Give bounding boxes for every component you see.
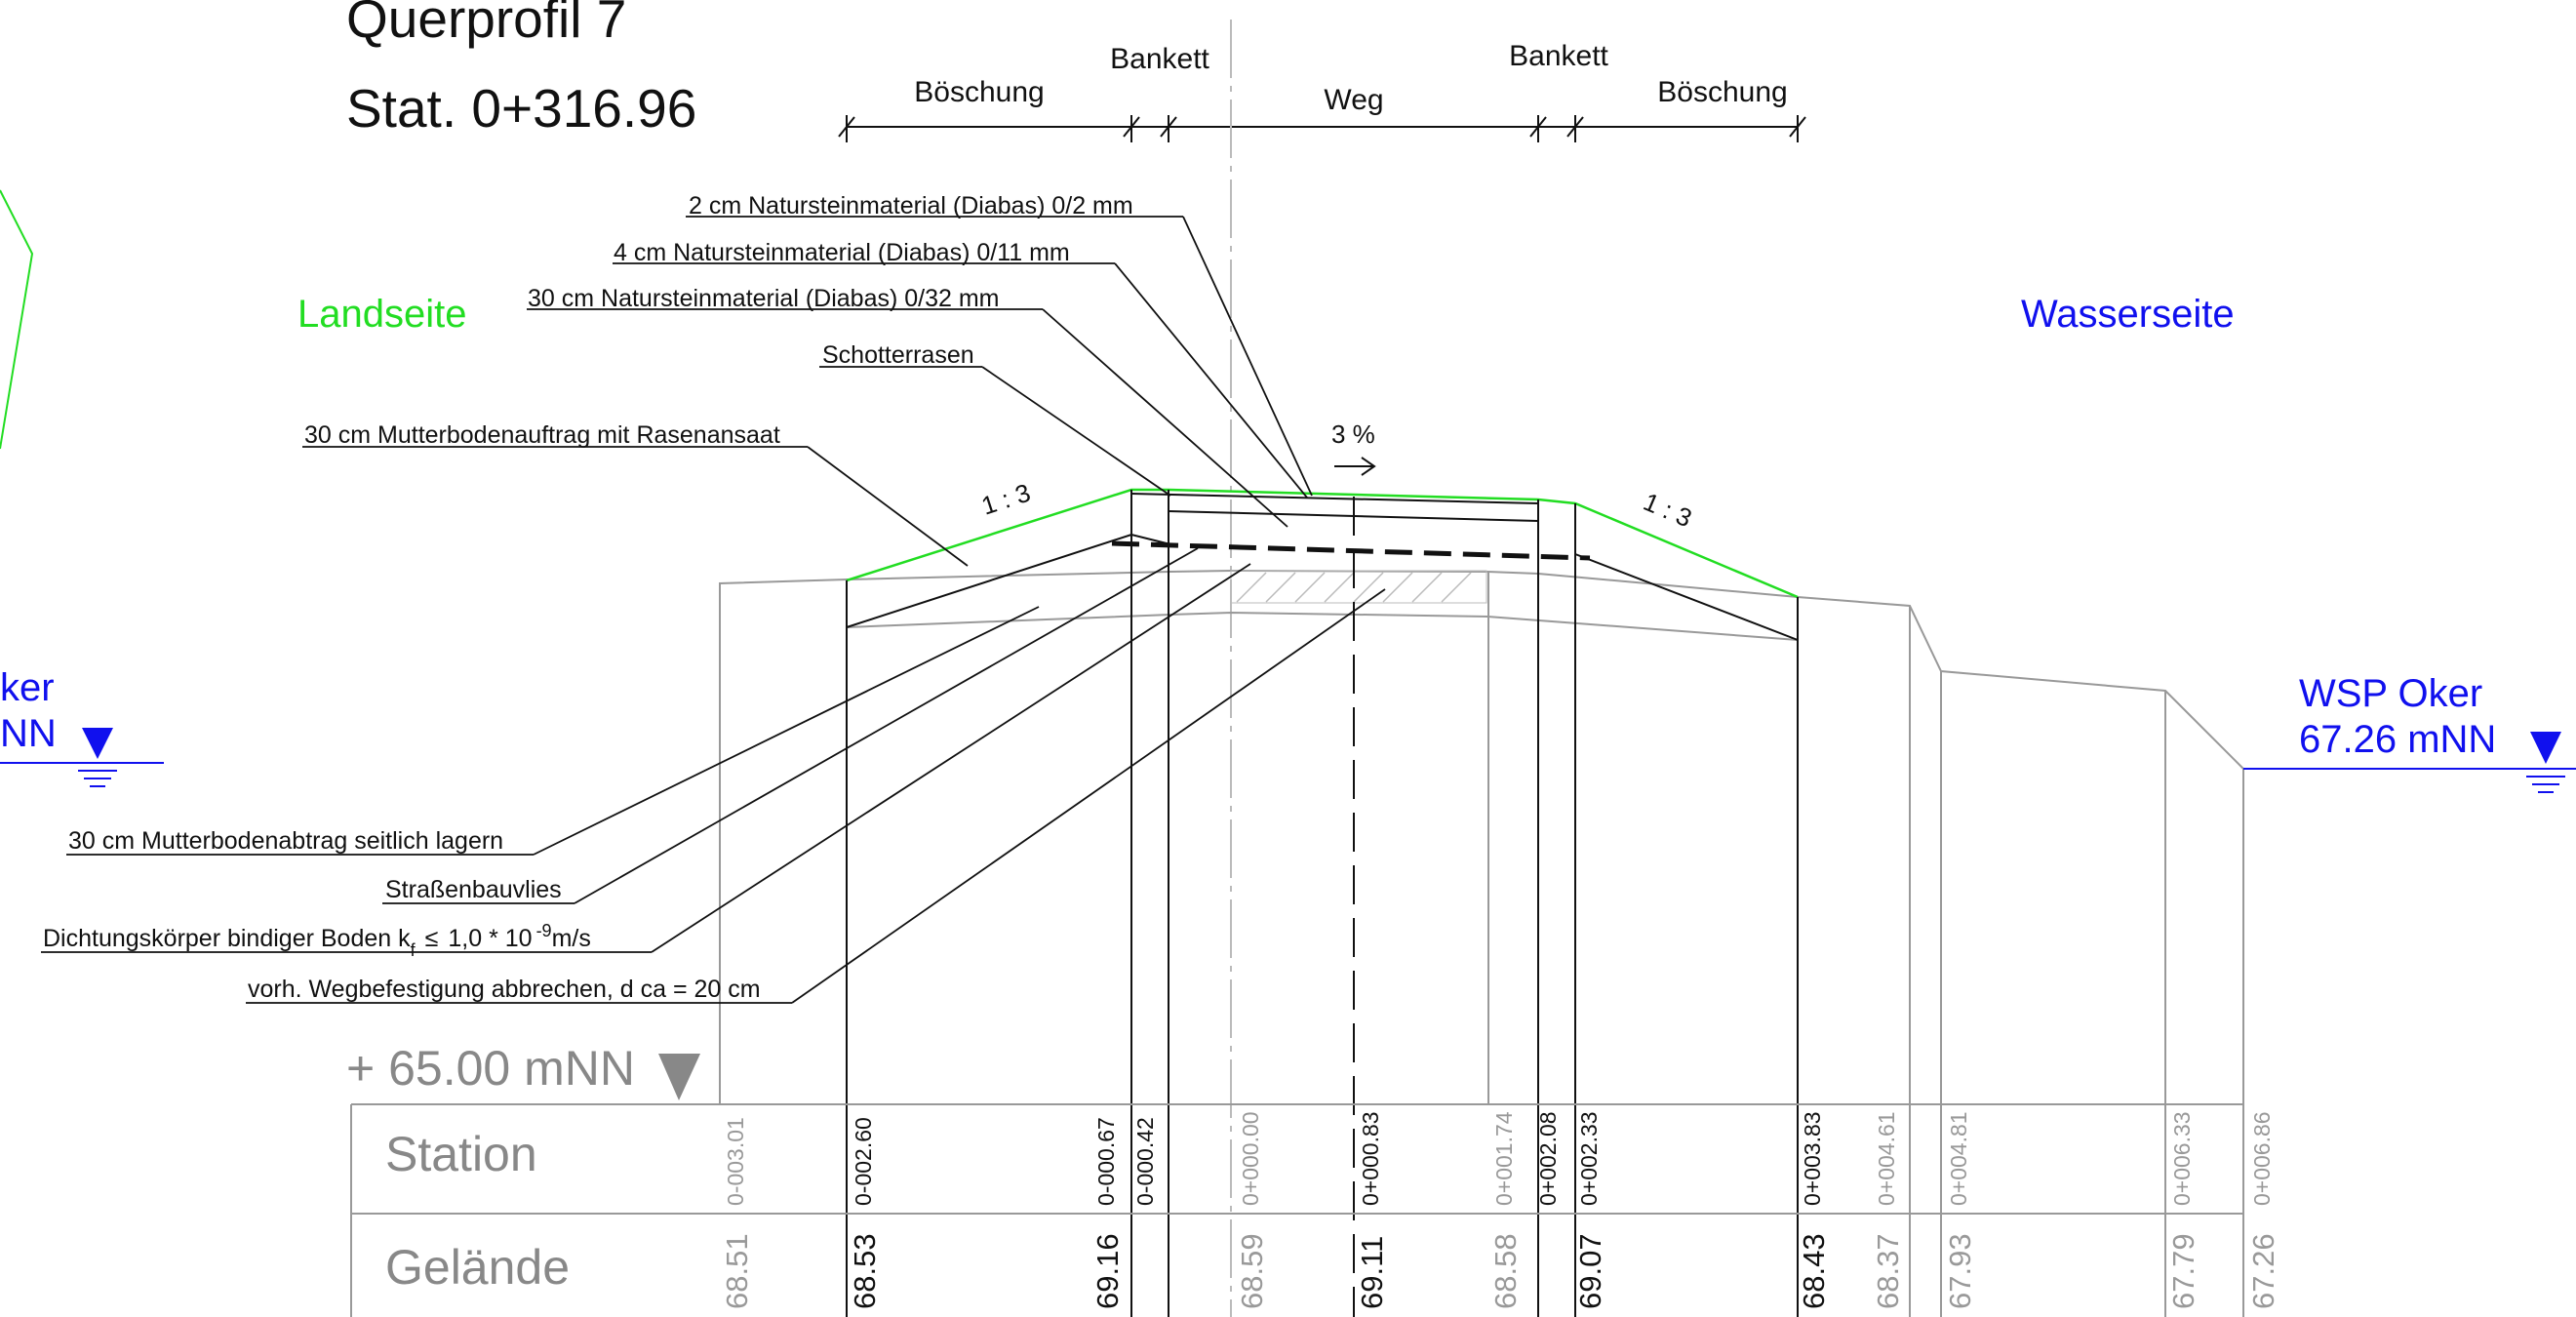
gelaende-value: 68.43: [1797, 1233, 1831, 1309]
gelaende-value: 68.51: [720, 1233, 754, 1309]
gelaende-value: 69.16: [1090, 1233, 1125, 1309]
crossfall-arrow: [1334, 457, 1376, 476]
station-value: 0+006.86: [2249, 1111, 2275, 1206]
old-pavement-hatch: [1236, 572, 1472, 603]
station-value: 0-000.42: [1132, 1117, 1158, 1206]
station-value: 0+000.00: [1238, 1111, 1263, 1206]
wsp-left-line1: ker: [0, 666, 55, 709]
layer-leaders: [302, 216, 1313, 567]
landseite-label: Landseite: [297, 293, 466, 336]
gelaende-value: 68.59: [1235, 1233, 1269, 1309]
dim-boeschung-left: Böschung: [914, 76, 1044, 108]
gelaende-value: 69.11: [1355, 1236, 1389, 1309]
gelaende-value: 67.79: [2166, 1233, 2200, 1309]
station-label: Stat. 0+316.96: [346, 78, 696, 139]
wsp-right-line1: WSP Oker: [2299, 672, 2482, 715]
wsp-left-line2: NN: [0, 712, 57, 755]
wasserseite-label: Wasserseite: [2021, 293, 2235, 336]
note-dichtungskoerper-le: ≤: [425, 925, 439, 952]
gelaende-value: 68.37: [1871, 1233, 1905, 1309]
adjacent-green-outline: [0, 189, 34, 450]
gelaende-value: 69.07: [1573, 1233, 1607, 1309]
dim-bankett-right: Bankett: [1509, 40, 1608, 72]
geotextile-dashed: [1111, 540, 1591, 561]
note-dichtungskoerper-sub: f: [411, 940, 416, 960]
layer-l5: 30 cm Mutterbodenauftrag mit Rasenansaat: [304, 421, 780, 449]
note-leaders: [41, 547, 1386, 1004]
slope-left: 1 : 3: [978, 478, 1034, 521]
wsp-right-line2: 67.26 mNN: [2299, 718, 2496, 761]
dimension-chain: [838, 115, 1806, 142]
station-value: 0+002.08: [1535, 1111, 1561, 1206]
table-station-label: Station: [385, 1127, 537, 1181]
finished-surface-green: [846, 488, 1799, 599]
note-dichtungskoerper-unit: m/s: [552, 925, 591, 952]
layer-l3: 30 cm Natursteinmaterial (Diabas) 0/32 m…: [528, 285, 1000, 312]
reference-level-marker: [658, 1054, 700, 1100]
dim-bankett-left: Bankett: [1110, 43, 1209, 75]
station-value: 0-002.60: [851, 1117, 876, 1206]
profile-table-frame: [350, 1103, 2243, 1317]
station-value: 0+004.81: [1946, 1111, 1971, 1206]
station-value: 0-003.01: [723, 1117, 748, 1206]
title: Querprofil 7: [346, 0, 626, 49]
layer-l4: Schotterrasen: [822, 341, 974, 369]
gelaende-value: 68.53: [848, 1233, 882, 1309]
note-mutterbodenabtrag: 30 cm Mutterbodenabtrag seitlich lagern: [68, 827, 503, 855]
note-wegbefestigung: vorh. Wegbefestigung abbrechen, d ca = 2…: [248, 976, 761, 1003]
gelaende-value: 68.58: [1488, 1233, 1523, 1309]
station-value: 0+003.83: [1800, 1111, 1825, 1206]
station-value: 0+004.61: [1874, 1111, 1899, 1206]
crossfall-label: 3 %: [1331, 419, 1375, 449]
station-value: 0-000.67: [1093, 1117, 1119, 1206]
note-dichtungskoerper: Dichtungskörper bindiger Boden kf ≤1,0 * …: [43, 921, 591, 960]
note-dichtungskoerper-exp: -9: [536, 921, 552, 940]
dim-boeschung-right: Böschung: [1657, 76, 1787, 108]
reference-level-label: + 65.00 mNN: [346, 1041, 635, 1096]
station-value: 0+006.33: [2169, 1111, 2195, 1206]
station-value: 0+000.83: [1358, 1111, 1383, 1206]
station-value: 0+002.33: [1576, 1111, 1602, 1206]
table-gelaende-label: Gelände: [385, 1240, 570, 1295]
gelaende-value: 67.26: [2246, 1233, 2280, 1309]
gelaende-value: 67.93: [1943, 1233, 1977, 1309]
existing-terrain: [719, 569, 2576, 1317]
wsp-right-symbol: [2243, 732, 2576, 793]
note-strassenbauvlies: Straßenbauvlies: [385, 876, 562, 903]
dim-weg: Weg: [1324, 84, 1383, 116]
wsp-left-symbol: [0, 728, 164, 787]
table-columns: 0-003.0168.510-002.6068.530-000.6769.160…: [720, 1111, 2280, 1309]
note-dichtungskoerper-main: Dichtungskörper bindiger Boden k: [43, 925, 411, 952]
note-dichtungskoerper-val: 1,0 * 10: [448, 925, 532, 952]
dike-body: [846, 490, 1799, 1317]
layer-l1: 2 cm Natursteinmaterial (Diabas) 0/2 mm: [689, 192, 1133, 220]
station-value: 0+001.74: [1491, 1111, 1517, 1206]
layer-l2: 4 cm Natursteinmaterial (Diabas) 0/11 mm: [614, 239, 1070, 266]
slope-right: 1 : 3: [1640, 487, 1696, 533]
